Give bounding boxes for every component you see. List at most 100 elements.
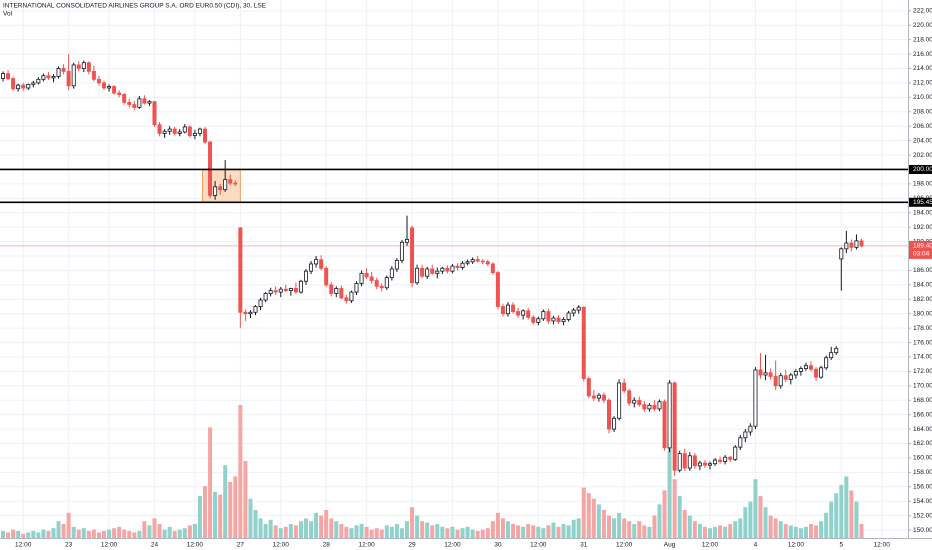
volume-bar — [839, 484, 844, 538]
volume-bar — [516, 525, 521, 538]
x-tick-label: 12:00 — [616, 542, 633, 549]
candle-body — [566, 312, 571, 320]
candle-body — [758, 369, 763, 376]
candle-body — [132, 104, 137, 108]
volume-bar — [137, 531, 142, 538]
y-tick-label: 212.00 — [913, 80, 932, 87]
volume-bar — [132, 532, 137, 538]
volume-bar — [526, 524, 531, 538]
volume-bar — [682, 510, 687, 538]
candle-body — [410, 227, 415, 284]
candle-body — [490, 263, 495, 274]
y-tick-label: 206.00 — [913, 123, 932, 130]
volume-bar — [642, 525, 647, 538]
candle-body — [293, 288, 298, 293]
volume-bar — [829, 501, 834, 538]
candle-body — [788, 374, 793, 380]
volume-bar — [566, 525, 571, 538]
y-tick-label: 154.00 — [913, 498, 932, 505]
volume-label: Vol — [3, 11, 13, 18]
volume-bar — [379, 529, 384, 538]
volume-bar — [167, 526, 172, 538]
candle-body — [601, 394, 606, 401]
volume-bar — [177, 529, 182, 538]
candle-body — [521, 310, 526, 316]
candle-body — [61, 68, 66, 72]
candle-body — [283, 288, 288, 292]
candle-body — [122, 94, 127, 103]
candle-body — [505, 304, 510, 315]
volume-bar — [692, 521, 697, 538]
volume-bar — [213, 491, 218, 538]
candle-body — [86, 62, 91, 72]
y-tick-label: 162.00 — [913, 440, 932, 447]
volume-bar — [56, 521, 61, 538]
volume-bar — [793, 526, 798, 538]
volume-bar — [91, 529, 96, 538]
candle-body — [329, 284, 334, 294]
candle-body — [379, 285, 384, 289]
volume-bar — [172, 531, 177, 538]
volume-bar — [834, 493, 839, 538]
volume-bar — [773, 518, 778, 538]
candle-body — [162, 130, 167, 134]
candle-body — [495, 272, 500, 307]
candle-body — [303, 270, 308, 282]
volume-bar — [743, 507, 748, 538]
candle-body — [778, 375, 783, 387]
y-tick-label: 158.00 — [913, 469, 932, 476]
candle-body — [117, 92, 122, 95]
candle-body — [233, 182, 238, 185]
candle-body — [465, 261, 470, 264]
volume-bar — [147, 525, 152, 538]
y-tick-label: 210.00 — [913, 94, 932, 101]
candle-body — [440, 267, 445, 272]
candle-body — [127, 102, 132, 105]
x-tick-label: 27 — [237, 542, 245, 549]
candle-body — [298, 280, 303, 293]
volume-bar — [309, 521, 314, 538]
volume-bar — [339, 524, 344, 538]
y-tick-label: 150.00 — [913, 527, 932, 534]
candle-body — [662, 401, 667, 449]
volume-bar — [824, 512, 829, 538]
volume-bar — [410, 507, 415, 538]
volume-bar — [218, 494, 223, 538]
volume-bar — [551, 522, 556, 538]
x-tick-label: 12:00 — [874, 542, 891, 549]
volume-bar — [708, 528, 712, 538]
x-tick-label: 12:00 — [273, 542, 290, 549]
volume-bar — [425, 522, 430, 538]
candle-body — [839, 248, 844, 260]
volume-bar — [31, 531, 36, 538]
candle-body — [374, 280, 379, 287]
volume-bar — [223, 465, 228, 538]
candle-body — [81, 62, 86, 69]
volume-bar — [586, 493, 591, 538]
x-tick-label: 12:00 — [702, 542, 719, 549]
volume-bar — [374, 528, 379, 538]
candle-body — [819, 367, 824, 378]
candle-body — [26, 83, 31, 89]
candle-layer — [0, 54, 864, 476]
volume-bar — [531, 525, 536, 538]
volume-bar — [51, 528, 56, 538]
y-tick-label: 220.00 — [913, 22, 932, 29]
volume-bar — [243, 461, 248, 538]
candle-body — [364, 272, 369, 278]
candle-body — [91, 70, 96, 80]
y-tick-label: 172.00 — [913, 368, 932, 375]
candle-body — [243, 311, 248, 315]
candle-body — [687, 455, 692, 469]
x-tick-label: 31 — [580, 542, 588, 549]
volume-bar — [384, 525, 389, 538]
volume-bar — [420, 521, 425, 538]
volume-bar — [394, 524, 399, 538]
volume-bar — [687, 515, 692, 538]
candle-body — [849, 242, 854, 248]
volume-bar — [233, 476, 238, 538]
candle-body — [702, 462, 707, 466]
volume-bar — [96, 532, 101, 538]
candle-body — [591, 395, 596, 399]
